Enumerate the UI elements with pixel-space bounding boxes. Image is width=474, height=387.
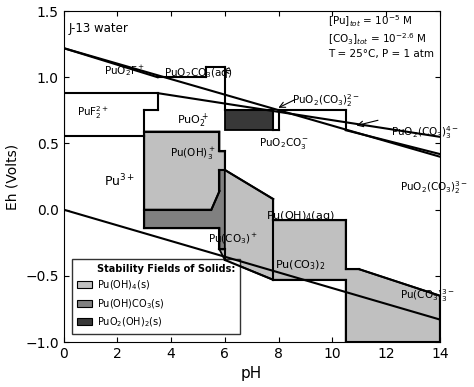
Text: Pu(CO$_3$)$_2$: Pu(CO$_3$)$_2$	[275, 259, 325, 272]
Text: PuO$_2$CO$_3^-$: PuO$_2$CO$_3^-$	[259, 136, 309, 151]
Polygon shape	[144, 132, 440, 342]
Text: PuO$_2^+$: PuO$_2^+$	[177, 112, 209, 130]
Text: [Pu]$_{tot}$ = 10$^{-5}$ M
[CO$_3$]$_{tot}$ = 10$^{-2.6}$ M
T = 25°C, P = 1 atm: [Pu]$_{tot}$ = 10$^{-5}$ M [CO$_3$]$_{to…	[328, 14, 435, 59]
Y-axis label: Eh (Volts): Eh (Volts)	[6, 144, 19, 210]
Polygon shape	[144, 170, 225, 249]
Polygon shape	[225, 110, 273, 130]
Text: PuO$_2$CO$_3$(aq): PuO$_2$CO$_3$(aq)	[164, 66, 232, 80]
Text: Pu$^{3+}$: Pu$^{3+}$	[104, 172, 135, 189]
Text: PuO$_2$(CO$_3$)$_3^{4-}$: PuO$_2$(CO$_3$)$_3^{4-}$	[392, 125, 459, 141]
X-axis label: pH: pH	[241, 366, 262, 382]
Text: Pu(OH)$_3^+$: Pu(OH)$_3^+$	[170, 146, 216, 162]
Text: Pu(CO$_3$)$_3^{3-}$: Pu(CO$_3$)$_3^{3-}$	[400, 287, 454, 304]
Text: PuO$_2$(CO$_3$)$_2^{2-}$: PuO$_2$(CO$_3$)$_2^{2-}$	[292, 92, 360, 110]
Text: PuO$_2$F$^+$: PuO$_2$F$^+$	[104, 63, 145, 78]
Text: J-13 water: J-13 water	[68, 22, 128, 35]
Text: Pu(CO$_3$)$^+$: Pu(CO$_3$)$^+$	[208, 231, 258, 246]
Text: Pu(OH)$_4$(aq): Pu(OH)$_4$(aq)	[266, 209, 334, 223]
Text: PuO$_2$(CO$_3$)$_2^{3-}$: PuO$_2$(CO$_3$)$_2^{3-}$	[400, 179, 467, 195]
Text: PuF$_2^{2+}$: PuF$_2^{2+}$	[77, 104, 109, 122]
Legend: Stability Fields of Solids:, Pu(OH)$_4$(s), Pu(OH)CO$_3$(s), PuO$_2$(OH)$_2$(s): Stability Fields of Solids:, Pu(OH)$_4$(…	[72, 259, 240, 334]
